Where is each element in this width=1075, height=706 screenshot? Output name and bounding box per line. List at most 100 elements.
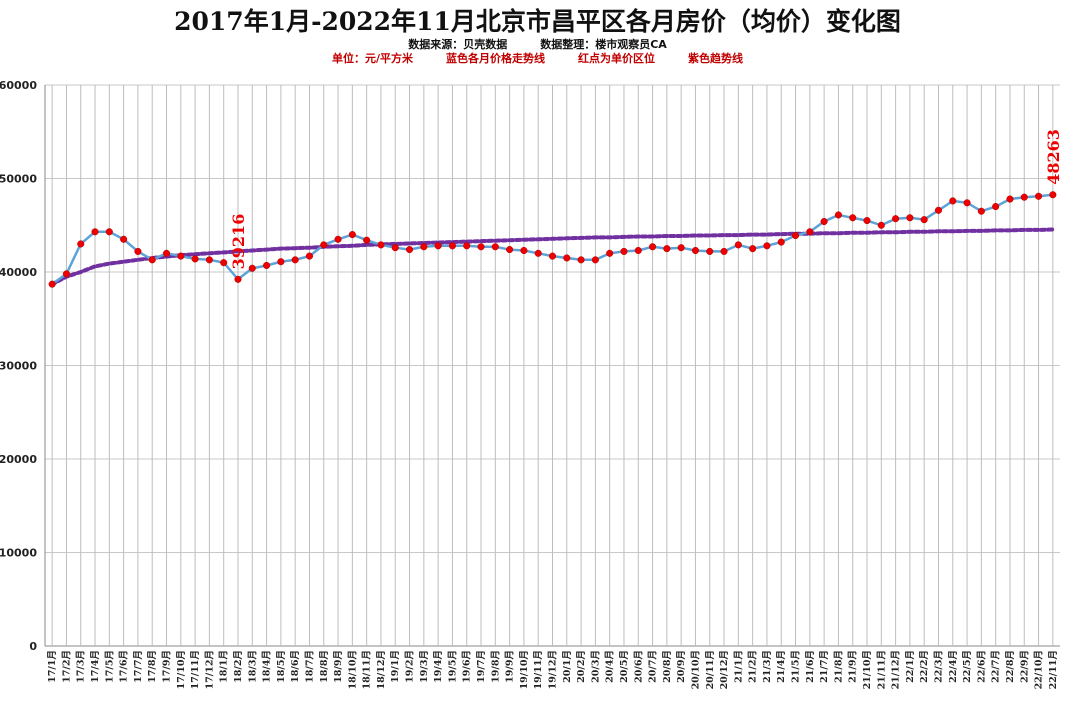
x-tick-label: 17/2月 [61, 650, 72, 683]
trend-line [50, 227, 1055, 287]
x-tick-label: 21/12月 [891, 650, 902, 689]
price-point [48, 280, 56, 288]
x-tick-label: 17/11月 [190, 650, 201, 689]
x-tick-label: 21/4月 [776, 650, 787, 683]
x-tick-label: 20/12月 [719, 650, 730, 689]
price-point [1035, 192, 1043, 200]
x-tick-label: 19/9月 [505, 650, 516, 683]
x-tick-label: 20/8月 [662, 650, 673, 683]
x-tick-label: 20/11月 [705, 650, 716, 689]
x-tick-label: 17/5月 [104, 650, 115, 683]
x-tick-label: 19/1月 [390, 650, 401, 683]
price-point [606, 249, 614, 257]
price-point [177, 252, 185, 260]
price-point [749, 245, 757, 253]
x-tick-label: 20/3月 [590, 650, 601, 683]
data-label-annotation: 39216 [229, 214, 248, 270]
x-tick-label: 20/6月 [633, 650, 644, 683]
x-tick-label: 18/3月 [247, 650, 258, 683]
price-point [463, 242, 471, 250]
price-point [777, 238, 785, 246]
price-point [1006, 195, 1014, 203]
price-point [305, 252, 314, 260]
x-tick-label: 22/9月 [1019, 650, 1030, 683]
x-tick-label: 21/6月 [805, 650, 816, 683]
x-tick-label: 21/9月 [848, 650, 859, 683]
price-point [949, 197, 957, 205]
x-tick-label: 19/2月 [405, 650, 416, 683]
price-point [191, 255, 199, 263]
x-tick-label: 17/7月 [133, 650, 144, 683]
price-point [520, 246, 528, 255]
x-tick-label: 20/5月 [619, 650, 630, 683]
price-point [320, 241, 328, 249]
price-point [448, 242, 456, 250]
x-tick-label: 21/10月 [862, 650, 873, 689]
x-tick-label: 17/9月 [162, 650, 173, 683]
price-point [220, 259, 228, 267]
x-tick-label: 20/10月 [690, 650, 701, 689]
x-tick-label: 22/4月 [948, 650, 959, 683]
y-tick-label: 60000 [0, 79, 37, 92]
price-point [763, 242, 771, 250]
price-point [405, 246, 414, 254]
price-point [534, 249, 542, 257]
x-tick-label: 18/9月 [333, 650, 344, 683]
y-tick-label: 20000 [0, 453, 37, 466]
x-tick-label: 20/4月 [605, 650, 616, 683]
price-point [820, 217, 828, 226]
x-tick-label: 21/8月 [833, 650, 844, 683]
price-point [162, 249, 171, 257]
price-point [577, 256, 585, 264]
price-point [706, 247, 714, 255]
x-tick-label: 20/2月 [576, 650, 587, 683]
x-tick-label: 22/10月 [1034, 650, 1045, 689]
x-tick-label: 19/4月 [433, 650, 444, 683]
x-tick-label: 19/5月 [447, 650, 458, 683]
x-tick-label: 21/2月 [748, 650, 759, 683]
price-point [134, 247, 142, 255]
x-tick-label: 18/11月 [362, 650, 373, 689]
price-point [420, 243, 428, 251]
price-point [1020, 193, 1028, 201]
price-point [248, 264, 256, 272]
y-tick-label: 0 [29, 640, 37, 653]
price-point [691, 246, 700, 255]
x-tick-label: 20/1月 [562, 650, 573, 683]
price-point [563, 254, 571, 262]
x-tick-label: 17/1月 [47, 650, 58, 683]
chart-subtitle-source: 数据来源：贝壳数据 数据整理：楼市观察员CA [408, 38, 667, 51]
price-point [363, 236, 371, 244]
x-tick-label: 17/8月 [147, 650, 158, 683]
x-tick-label: 22/1月 [905, 650, 916, 683]
price-point [234, 275, 242, 283]
price-point [963, 199, 971, 207]
price-point [663, 245, 671, 253]
x-tick-label: 17/12月 [204, 650, 215, 689]
price-point [863, 217, 871, 225]
x-tick-label: 21/5月 [791, 650, 802, 683]
x-tick-label: 17/10月 [176, 650, 187, 689]
price-point [205, 256, 213, 264]
price-point [734, 241, 742, 249]
x-tick-label: 21/7月 [819, 650, 830, 683]
x-tick-label: 22/6月 [976, 650, 987, 683]
price-point [591, 256, 599, 264]
x-tick-label: 19/12月 [548, 650, 559, 689]
price-point [263, 261, 271, 270]
x-tick-label: 17/6月 [119, 650, 130, 683]
x-tick-label: 22/2月 [919, 650, 930, 683]
price-point [120, 235, 128, 243]
y-tick-label: 30000 [0, 360, 37, 373]
price-point [91, 228, 99, 236]
x-tick-label: 18/12月 [376, 650, 387, 689]
x-tick-label: 22/11月 [1048, 650, 1059, 689]
price-point [834, 211, 842, 219]
x-tick-label: 19/11月 [533, 650, 544, 689]
price-point [506, 246, 514, 254]
price-point [977, 207, 985, 215]
x-tick-label: 18/6月 [290, 650, 301, 683]
price-point [620, 247, 628, 255]
x-tick-label: 21/1月 [733, 650, 744, 683]
